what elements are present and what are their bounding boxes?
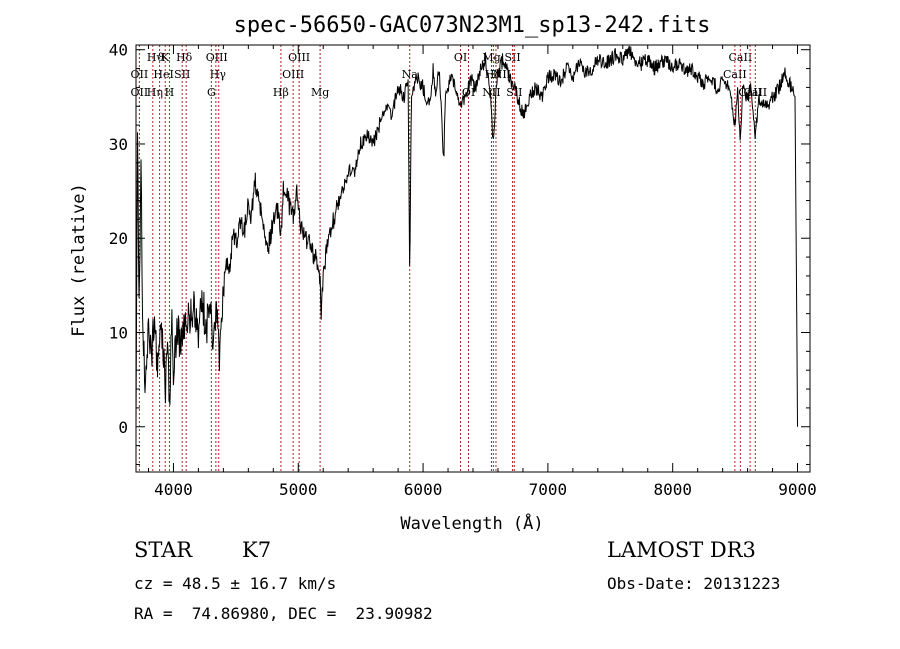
y-tick-label: 40: [109, 41, 128, 60]
x-tick-label: 9000: [778, 480, 817, 499]
x-tick-label: 6000: [404, 480, 443, 499]
object-subclass: K7: [242, 538, 272, 562]
spectrum-line: [135, 45, 798, 427]
axis-ticks: 4000 5000 6000 7000 8000 9000 0 10 20 30 40: [109, 41, 817, 499]
line-label: SII: [174, 68, 190, 81]
x-tick-label: 5000: [279, 480, 318, 499]
y-tick-label: 0: [118, 418, 128, 437]
x-tick-label: 7000: [529, 480, 568, 499]
line-label: OIII: [282, 68, 304, 81]
line-label: K: [161, 51, 170, 64]
y-tick-label: 20: [109, 229, 128, 248]
line-label: SII: [506, 86, 522, 99]
line-label: OIII: [206, 51, 228, 64]
survey-name: LAMOST DR3: [607, 538, 756, 562]
line-label: OII: [131, 86, 149, 99]
line-label: CaII: [723, 68, 747, 81]
y-tick-label: 10: [109, 323, 128, 342]
line-label: Na: [402, 68, 419, 81]
chart-title: spec-56650-GAC073N23M1_sp13-242.fits: [234, 13, 711, 38]
line-label: NII: [482, 86, 500, 99]
line-label: Hβ: [273, 86, 289, 99]
plot-frame: [135, 44, 811, 473]
line-label: Mg: [311, 86, 329, 99]
line-label: Hγ: [210, 68, 227, 81]
coordinates-text: RA = 74.86980, DEC = 23.90982: [134, 604, 433, 623]
obs-date-text: Obs-Date: 20131223: [607, 574, 781, 593]
x-tick-label: 4000: [154, 480, 193, 499]
line-label: SII: [504, 51, 520, 64]
redshift-text: cz = 48.5 ± 16.7 km/s: [134, 574, 337, 593]
y-tick-label: 30: [109, 135, 128, 154]
line-label: OII: [131, 68, 149, 81]
line-label: CaII: [729, 51, 753, 64]
line-label: OI: [454, 51, 467, 64]
x-axis-label: Wavelength (Å): [400, 512, 543, 534]
line-label: Hϑ: [147, 51, 165, 64]
x-tick-label: 8000: [653, 480, 692, 499]
line-label: G: [207, 86, 216, 99]
y-axis-label: Flux (relative): [69, 183, 89, 337]
line-label: Hη: [147, 86, 163, 99]
object-class: STAR: [134, 538, 193, 562]
line-label: HeI: [153, 68, 173, 81]
line-label: Hδ: [176, 51, 193, 64]
line-label: OIII: [288, 51, 310, 64]
line-label: H: [165, 86, 175, 99]
